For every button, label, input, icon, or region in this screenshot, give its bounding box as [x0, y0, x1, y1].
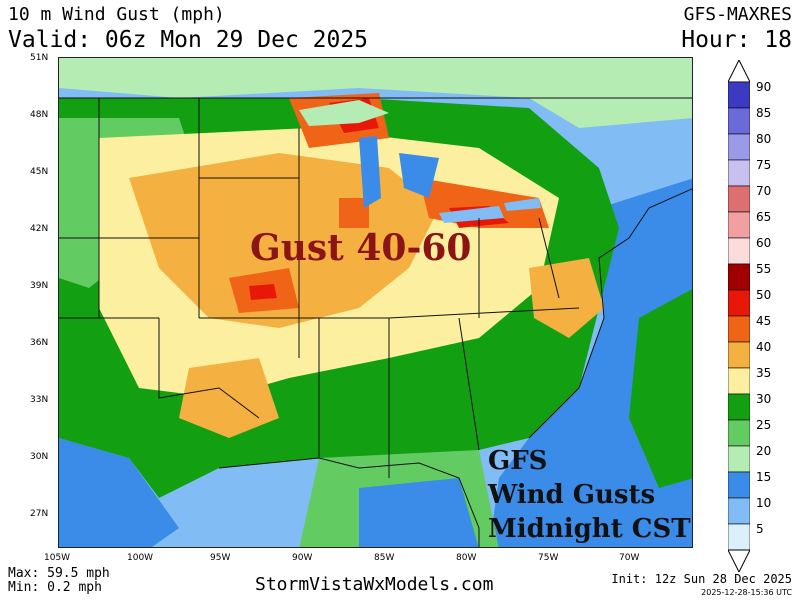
- scale-label: 30: [756, 392, 772, 406]
- wind-gust-map: [58, 57, 693, 548]
- model-name: GFS-MAXRES: [683, 4, 792, 25]
- scale-swatch: [728, 107, 750, 135]
- scale-swatch: [728, 367, 750, 395]
- lon-label: 80W: [456, 553, 477, 563]
- init-time: Init: 12z Sun 28 Dec 2025: [611, 572, 792, 586]
- valid-time: Valid: 06z Mon 29 Dec 2025: [8, 27, 369, 53]
- scale-label: 70: [756, 184, 772, 198]
- scale-swatch: [728, 185, 750, 213]
- scale-label: 55: [756, 262, 772, 276]
- scale-bottom-arrow: [728, 549, 750, 572]
- scale-swatch: [728, 159, 750, 187]
- lat-label: 33N: [30, 395, 49, 405]
- lat-label: 27N: [30, 509, 49, 519]
- site-name: StormVistaWxModels.com: [255, 574, 494, 595]
- scale-swatch: [728, 237, 750, 265]
- max-value: Max: 59.5 mph: [8, 566, 110, 581]
- scale-label: 35: [756, 366, 772, 380]
- lat-label: 39N: [30, 281, 49, 291]
- lat-label: 36N: [30, 338, 49, 348]
- scale-swatch: [728, 471, 750, 499]
- gfs-annotation-line: GFS: [488, 446, 548, 476]
- lon-label: 90W: [292, 553, 313, 563]
- scale-label: 40: [756, 340, 772, 354]
- forecast-hour: Hour: 18: [681, 27, 792, 53]
- lon-label: 105W: [44, 553, 71, 563]
- color-scale-bar: [728, 60, 750, 572]
- scale-swatch: [728, 341, 750, 369]
- scale-swatch: [728, 289, 750, 317]
- gfs-annotation-line: Midnight CST: [488, 514, 691, 544]
- scale-swatch: [728, 445, 750, 473]
- scale-swatch: [728, 211, 750, 239]
- scale-label: 25: [756, 418, 772, 432]
- map-title: 10 m Wind Gust (mph): [8, 4, 225, 25]
- scale-label: 60: [756, 236, 772, 250]
- scale-swatch: [728, 393, 750, 421]
- scale-label: 10: [756, 496, 772, 510]
- map-canvas: [59, 58, 692, 547]
- scale-label: 15: [756, 470, 772, 484]
- scale-label: 90: [756, 80, 772, 94]
- lat-label: 30N: [30, 452, 49, 462]
- gust-annotation: Gust 40-60: [250, 227, 472, 269]
- gfs-annotation: GFS Wind Gusts Midnight CST: [488, 444, 691, 546]
- scale-label: 65: [756, 210, 772, 224]
- scale-label: 50: [756, 288, 772, 302]
- scale-swatch: [728, 133, 750, 161]
- lon-label: 75W: [538, 553, 559, 563]
- gfs-annotation-line: Wind Gusts: [488, 480, 656, 510]
- scale-swatch: [728, 263, 750, 291]
- lat-label: 45N: [30, 167, 49, 177]
- lon-label: 70W: [619, 553, 640, 563]
- lat-label: 48N: [30, 110, 49, 120]
- scale-swatch: [728, 419, 750, 447]
- scale-top-arrow: [728, 60, 750, 83]
- lon-label: 100W: [127, 553, 154, 563]
- scale-swatch: [728, 81, 750, 109]
- generated-timestamp: 2025-12-28-15:36 UTC: [701, 588, 792, 597]
- scale-swatch: [728, 497, 750, 525]
- scale-label: 85: [756, 106, 772, 120]
- lon-label: 95W: [210, 553, 231, 563]
- scale-label: 20: [756, 444, 772, 458]
- min-value: Min: 0.2 mph: [8, 580, 102, 595]
- scale-swatch: [728, 523, 750, 551]
- lat-label: 42N: [30, 224, 49, 234]
- scale-swatch: [728, 315, 750, 343]
- scale-label: 75: [756, 158, 772, 172]
- scale-label: 45: [756, 314, 772, 328]
- scale-label: 5: [756, 522, 764, 536]
- lon-label: 85W: [374, 553, 395, 563]
- lat-label: 51N: [30, 53, 49, 63]
- scale-label: 80: [756, 132, 772, 146]
